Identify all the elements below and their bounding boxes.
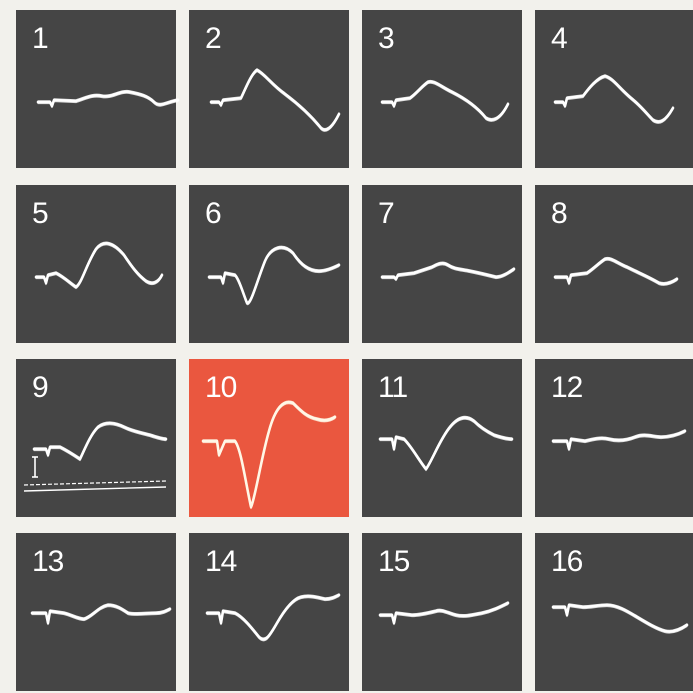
waveform-trace [380, 79, 510, 122]
panel-11: 11 [362, 359, 522, 517]
panel-13: 13 [16, 533, 176, 691]
panel-3: 3 [362, 10, 522, 168]
waveform-main-sweep [201, 400, 337, 509]
panel-number: 13 [32, 545, 64, 578]
waveform-sweep [379, 418, 513, 472]
panel-number: 15 [378, 545, 410, 578]
waveform-sweep [35, 244, 163, 290]
waveform-main-sweep [32, 421, 168, 461]
waveform-sweep [554, 76, 674, 124]
panel-number: 12 [551, 371, 583, 404]
panel-number: 14 [205, 545, 237, 578]
panel-number: 5 [32, 197, 49, 230]
panel-number: 4 [551, 22, 568, 55]
panel-number: 1 [32, 22, 49, 55]
waveform-main-sweep [553, 74, 675, 124]
panel-number: 6 [205, 197, 222, 230]
waveform-main-sweep [36, 90, 180, 108]
waveform-trace [209, 68, 341, 132]
waveform-trace [553, 256, 679, 286]
waveform-trace [378, 601, 510, 626]
panel-number: 16 [551, 545, 583, 578]
waveform-sweep [552, 431, 686, 452]
panel-2: 2 [189, 10, 349, 168]
waveform-trace [551, 603, 689, 634]
panel-number: 9 [32, 371, 49, 404]
panel-number: 11 [378, 371, 408, 404]
waveform-sweep [552, 605, 688, 634]
waveform-trace [553, 74, 675, 124]
waveform-main-sweep [380, 80, 510, 122]
panel-9: 9 [16, 359, 176, 517]
waveform-sweep [379, 415, 513, 469]
panel-5: 5 [16, 185, 176, 343]
waveform-sweep [208, 248, 340, 306]
waveform-trace [551, 429, 687, 452]
waveform-main-sweep [378, 416, 514, 471]
waveform-main-sweep [205, 593, 341, 641]
waveform-trace [36, 89, 180, 109]
panel-7: 7 [362, 185, 522, 343]
panel-10: 10 [189, 359, 349, 517]
panel-14: 14 [189, 533, 349, 691]
waveform-main-sweep [207, 246, 341, 305]
panel-number: 8 [551, 197, 568, 230]
waveform-main-sweep [551, 603, 689, 633]
waveform-main-sweep [551, 429, 687, 451]
waveform-trace [34, 241, 164, 290]
waveform-main-sweep [380, 262, 516, 281]
waveform-sweep [31, 605, 171, 626]
waveform-sweep [381, 264, 515, 282]
panel-4: 4 [535, 10, 693, 168]
waveform-main-sweep [553, 257, 679, 286]
waveform-trace [205, 593, 341, 642]
waveform-trace [380, 261, 516, 282]
waveform-main-sweep [209, 68, 341, 132]
waveform-sweep [379, 603, 509, 626]
waveform-trace [30, 603, 172, 626]
waveform-trace [32, 421, 168, 462]
panel-6: 6 [189, 185, 349, 343]
panel-8: 8 [535, 185, 693, 343]
waveform-sweep [210, 70, 340, 132]
panel-1: 1 [16, 10, 180, 168]
panel-12: 12 [535, 359, 693, 517]
panel-number: 10 [205, 371, 237, 404]
waveform-trace [207, 245, 341, 306]
waveform-main-sweep [378, 601, 510, 625]
waveform-sweep [202, 400, 336, 507]
panel-15: 15 [362, 533, 522, 691]
panel-number: 2 [205, 22, 222, 55]
waveform-sweep [206, 595, 340, 642]
waveform-trace [201, 400, 337, 510]
scale-bar-icon [23, 456, 167, 492]
panel-number: 3 [378, 22, 395, 55]
waveform-main-sweep [34, 242, 164, 289]
panel-16: 16 [535, 533, 693, 691]
waveform-main-sweep [30, 603, 172, 625]
waveform-trace [378, 415, 514, 472]
panel-number: 7 [378, 197, 395, 230]
waveform-sweep [37, 92, 179, 109]
